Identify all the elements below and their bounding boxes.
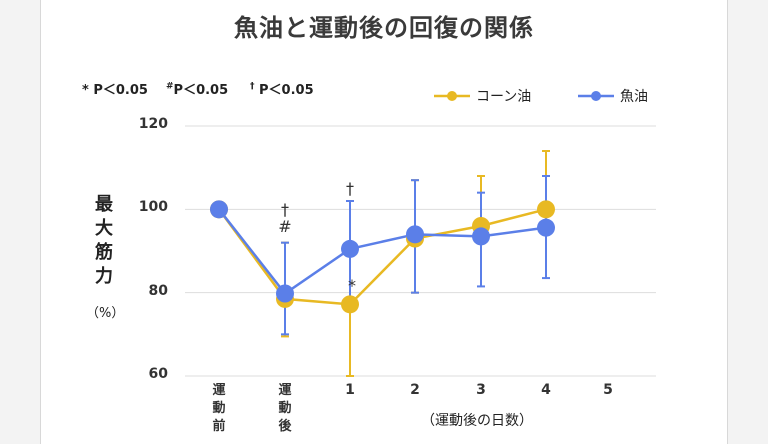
legend-fish-oil-marker xyxy=(591,91,601,101)
fish-oil-point xyxy=(537,218,555,237)
significance-marker: † xyxy=(346,179,354,198)
corn-oil-line xyxy=(217,208,547,306)
x-tick-label: 3 xyxy=(476,382,486,398)
legend-entry-corn-oil: コーン油 xyxy=(476,89,532,105)
x-tick-label: 5 xyxy=(603,382,613,398)
x-tick-label: 1 xyxy=(345,382,355,398)
significance-note-star: * P＜0.05 xyxy=(82,79,148,98)
significance-marker: † xyxy=(281,200,289,219)
x-tick-label: 運動後 xyxy=(278,383,292,434)
y-tick-label: 80 xyxy=(148,282,168,299)
significance-note-dagger: † P＜0.05 xyxy=(250,79,314,98)
y-axis-label: 最大筋力 xyxy=(95,194,113,287)
y-tick-label: 120 xyxy=(138,116,168,132)
note-symbol: * xyxy=(82,83,89,98)
x-axis-label: （運動後の日数） xyxy=(421,413,533,429)
y-tick-label: 60 xyxy=(148,366,168,382)
note-text: P＜0.05 xyxy=(259,83,314,98)
plot-area xyxy=(68,70,664,444)
fish-oil-point xyxy=(341,239,359,258)
note-symbol: # xyxy=(166,81,174,92)
x-tick-label: 2 xyxy=(410,382,420,398)
fish-oil-point xyxy=(406,225,424,244)
note-symbol: † xyxy=(250,81,255,92)
corn-oil-point xyxy=(341,295,359,314)
x-tick-label: 運動前 xyxy=(212,383,226,434)
significance-marker: # xyxy=(278,217,291,236)
fish-oil-point xyxy=(210,200,228,219)
y-axis-unit: （%） xyxy=(86,306,125,321)
legend-corn-oil-marker xyxy=(447,91,457,101)
x-tick-label: 4 xyxy=(541,382,551,398)
legend-entry-fish-oil: 魚油 xyxy=(620,89,648,105)
note-text: P＜0.05 xyxy=(173,83,229,98)
significance-marker: * xyxy=(348,276,356,295)
y-tick-label: 100 xyxy=(138,199,168,216)
significance-note-hash: #P＜0.05 xyxy=(166,79,228,98)
fish-oil-point xyxy=(276,284,294,303)
fish-oil-point xyxy=(472,227,490,246)
chart-title: 魚油と運動後の回復の関係 xyxy=(234,14,534,42)
note-text: P＜0.05 xyxy=(93,83,148,98)
fish-oil-line xyxy=(218,208,547,296)
corn-oil-point xyxy=(537,200,555,219)
